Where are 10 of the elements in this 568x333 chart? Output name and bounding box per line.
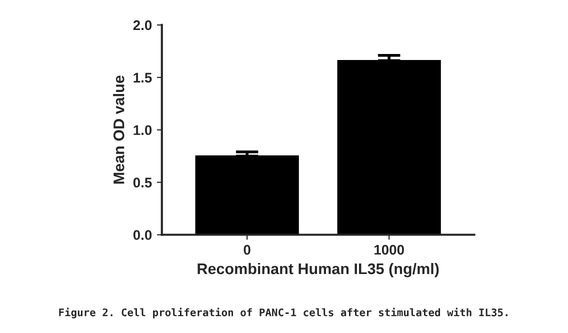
y-axis-title: Mean OD value <box>113 76 124 184</box>
y-tick-label: 1.5 <box>134 72 152 83</box>
y-tick-label: 0.5 <box>133 178 152 188</box>
y-tick-label: 2.0 <box>133 20 152 30</box>
x-axis-title: Recombinant Human IL35 (ng/ml) <box>198 262 439 278</box>
caption: Figure 2. Cell proliferation of PANC-1 cells after stimulated with IL35. <box>59 308 508 318</box>
x-tick-label: 0 <box>244 244 250 255</box>
y-tick-label: 1.0 <box>134 125 152 136</box>
y-tick-label: 0.0 <box>133 230 152 240</box>
x-tick-label: 1000 <box>374 244 404 255</box>
